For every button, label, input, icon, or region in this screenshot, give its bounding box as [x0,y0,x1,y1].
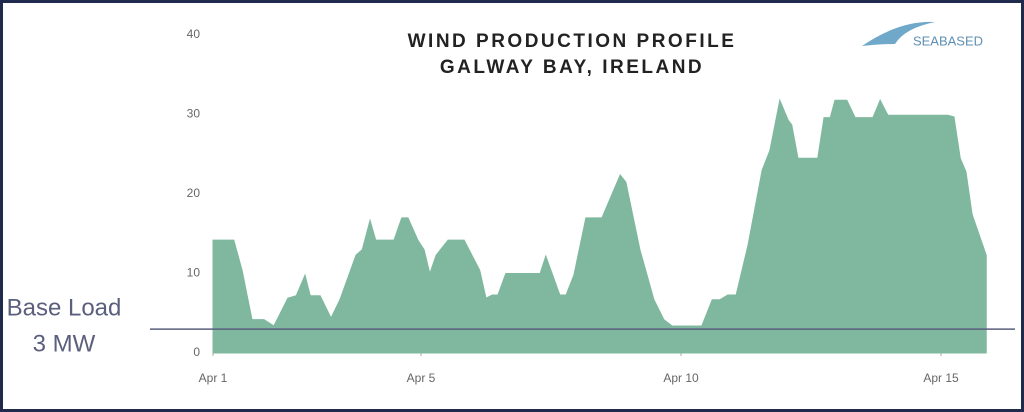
x-tick-label: Apr 1 [199,371,228,385]
title-line: WIND PRODUCTION PROFILE [408,31,737,52]
y-tick-label: 10 [187,266,201,280]
y-tick-label: 30 [187,107,201,121]
y-tick-label: 20 [187,186,201,200]
logo-wave [862,21,935,46]
x-tick-label: Apr 15 [923,371,959,385]
baseline-label: Base Load [7,294,122,321]
x-tick-label: Apr 10 [663,371,699,385]
title-line: GALWAY BAY, IRELAND [440,57,704,78]
y-tick-label: 0 [193,345,200,359]
area [212,98,987,354]
y-tick-label: 40 [187,27,201,41]
x-tick-label: Apr 5 [407,371,436,385]
baseline-label: 3 MW [33,330,96,357]
logo-text: SEABASED [913,33,983,48]
